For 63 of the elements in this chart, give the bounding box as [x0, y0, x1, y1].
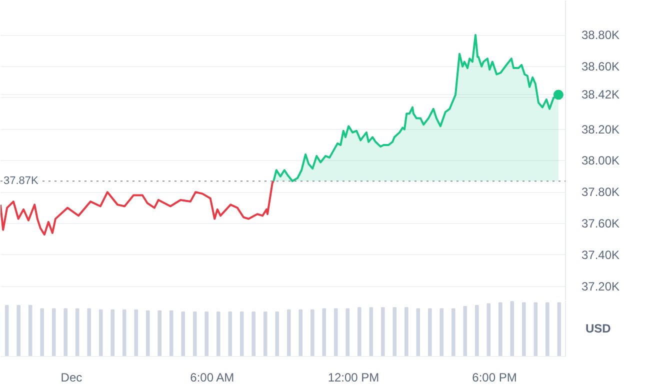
bar	[486, 303, 491, 356]
x-tick-label: 6:00 AM	[190, 370, 234, 384]
bar	[240, 312, 244, 356]
y-tick-label: 38.20K	[582, 122, 620, 136]
y-tick-label: 38.00K	[582, 154, 620, 168]
bar	[40, 308, 44, 356]
y-tick-label: 38.80K	[582, 28, 620, 42]
bar	[134, 309, 138, 356]
bar	[322, 308, 326, 356]
bar	[404, 307, 408, 356]
bar	[252, 312, 256, 356]
bar	[228, 312, 232, 356]
bar	[557, 302, 562, 356]
bar	[286, 309, 291, 356]
y-axis-title: USD	[586, 322, 612, 336]
bar	[545, 302, 550, 356]
bar	[463, 306, 468, 356]
bar	[204, 312, 209, 356]
bar	[534, 302, 538, 356]
bar	[474, 304, 479, 356]
bar	[298, 309, 303, 356]
bar	[64, 308, 68, 356]
bar	[416, 308, 420, 356]
bar	[87, 308, 92, 356]
y-tick-label: 37.40K	[582, 248, 620, 262]
bar	[28, 304, 32, 356]
bar	[263, 312, 268, 356]
y-tick-label: 37.20K	[582, 279, 620, 294]
bar	[510, 301, 514, 356]
x-tick-label: 6:00 PM	[472, 370, 517, 384]
bar	[440, 308, 444, 356]
y-tick-label: 38.42K	[582, 88, 620, 102]
bar	[192, 312, 197, 356]
y-tick-label: 37.60K	[582, 216, 620, 231]
ref-line-label: 37.87K	[4, 175, 40, 188]
bar	[522, 302, 526, 356]
y-tick-label: 37.80K	[582, 185, 620, 200]
bar	[122, 309, 126, 356]
x-tick-label: Dec	[60, 370, 82, 384]
bar	[169, 310, 174, 356]
bar	[146, 310, 150, 356]
bar	[181, 312, 186, 356]
bar	[158, 310, 162, 356]
bar	[75, 308, 80, 356]
bar	[110, 309, 115, 356]
bar	[310, 309, 314, 356]
bar	[4, 304, 9, 356]
bar	[98, 309, 103, 356]
bar	[392, 307, 397, 356]
bar	[369, 307, 374, 356]
bar	[346, 308, 350, 356]
bar	[275, 312, 280, 356]
bar	[451, 308, 456, 356]
y-tick-label: 38.60K	[582, 59, 620, 74]
bar	[380, 307, 385, 356]
bar	[498, 302, 502, 356]
bar	[428, 308, 432, 356]
x-tick-label: 12:00 PM	[328, 370, 380, 384]
bar	[357, 307, 362, 356]
bar	[334, 308, 338, 356]
bar	[216, 312, 220, 356]
bar	[52, 308, 56, 356]
bar	[16, 304, 21, 356]
